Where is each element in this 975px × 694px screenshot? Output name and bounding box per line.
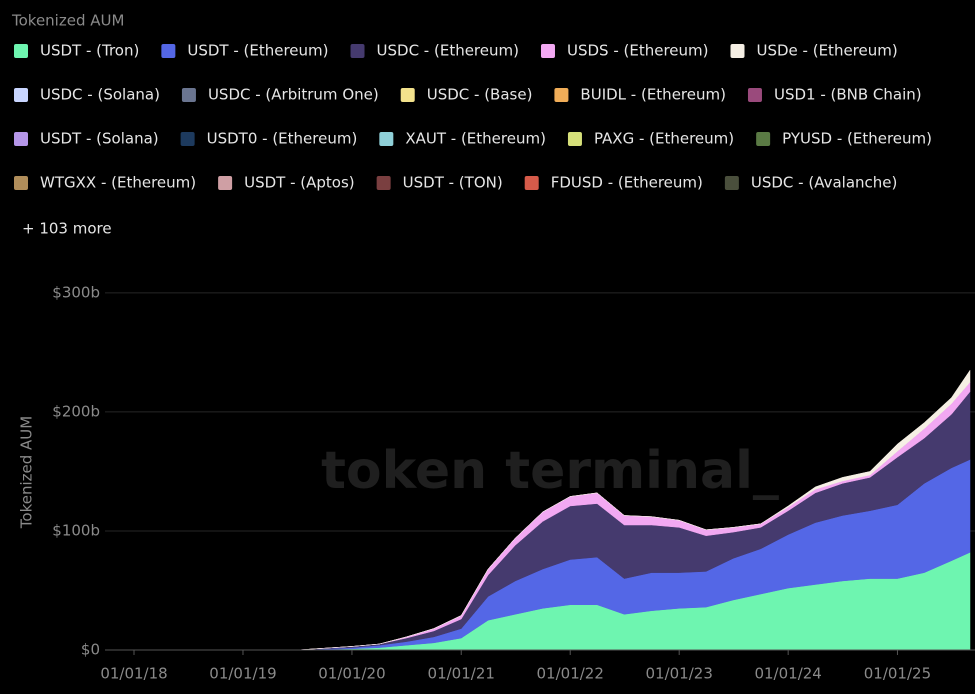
legend-swatch: [218, 176, 233, 190]
legend-swatch: [554, 88, 569, 102]
y-axis-label: Tokenized AUM: [18, 416, 36, 529]
legend-swatch: [524, 176, 539, 190]
legend-swatch: [350, 44, 365, 58]
area: [134, 369, 971, 651]
watermark: token terminal_: [321, 441, 779, 501]
y-tick-label: $100b: [52, 521, 100, 539]
y-tick-label: $200b: [52, 402, 100, 420]
legend-label[interactable]: USDe - (Ethereum): [757, 42, 898, 60]
legend-swatch: [14, 132, 28, 146]
legend-label[interactable]: USDC - (Base): [427, 86, 533, 104]
legend-swatch: [540, 44, 555, 58]
more-legend-count[interactable]: + 103 more: [22, 220, 112, 238]
legend-label[interactable]: PYUSD - (Ethereum): [782, 130, 932, 148]
legend-swatch: [376, 176, 391, 190]
legend-label[interactable]: FDUSD - (Ethereum): [551, 174, 703, 192]
legend-label[interactable]: USDC - (Solana): [40, 86, 160, 104]
legend-swatch: [181, 88, 196, 102]
x-tick-label: 01/01/18: [100, 665, 167, 683]
legend-swatch: [567, 132, 582, 146]
x-tick-label: 01/01/24: [754, 665, 821, 683]
legend-swatch: [400, 88, 415, 102]
legend-label[interactable]: XAUT - (Ethereum): [405, 130, 546, 148]
legend-swatch: [14, 44, 28, 58]
legend-swatch: [14, 88, 28, 102]
x-tick-label: 01/01/23: [646, 665, 713, 683]
y-tick-label: $300b: [52, 283, 100, 301]
x-tick-label: 01/01/20: [318, 665, 385, 683]
legend-swatch: [161, 44, 176, 58]
y-tick-label: $0: [81, 641, 100, 659]
legend-swatch: [180, 132, 195, 146]
legend-label[interactable]: USDC - (Avalanche): [751, 174, 897, 192]
legend-swatch: [724, 176, 739, 190]
legend-label[interactable]: USDS - (Ethereum): [567, 42, 709, 60]
legend-label[interactable]: USDT0 - (Ethereum): [207, 130, 358, 148]
legend-label[interactable]: USDT - (Aptos): [244, 174, 355, 192]
legend-label[interactable]: USDC - (Arbitrum One): [208, 86, 379, 104]
legend-label[interactable]: USD1 - (BNB Chain): [774, 86, 922, 104]
x-tick-label: 01/01/22: [537, 665, 604, 683]
legend-swatch: [14, 176, 28, 190]
legend-label[interactable]: PAXG - (Ethereum): [594, 130, 734, 148]
legend-label[interactable]: USDT - (Tron): [40, 42, 139, 60]
legend-label[interactable]: USDT - (TON): [403, 174, 503, 192]
legend-label[interactable]: USDC - (Ethereum): [377, 42, 519, 60]
legend-label[interactable]: WTGXX - (Ethereum): [40, 174, 196, 192]
x-tick-label: 01/01/21: [428, 665, 495, 683]
x-tick-label: 01/01/25: [864, 665, 931, 683]
legend-swatch: [756, 132, 771, 146]
chart-title: Tokenized AUM: [11, 12, 124, 30]
legend-label[interactable]: BUIDL - (Ethereum): [580, 86, 726, 104]
legend-swatch: [747, 88, 762, 102]
x-tick-label: 01/01/19: [209, 665, 276, 683]
legend-swatch: [730, 44, 745, 58]
legend-label[interactable]: USDT - (Ethereum): [187, 42, 328, 60]
legend-swatch: [379, 132, 394, 146]
legend-label[interactable]: USDT - (Solana): [40, 130, 159, 148]
